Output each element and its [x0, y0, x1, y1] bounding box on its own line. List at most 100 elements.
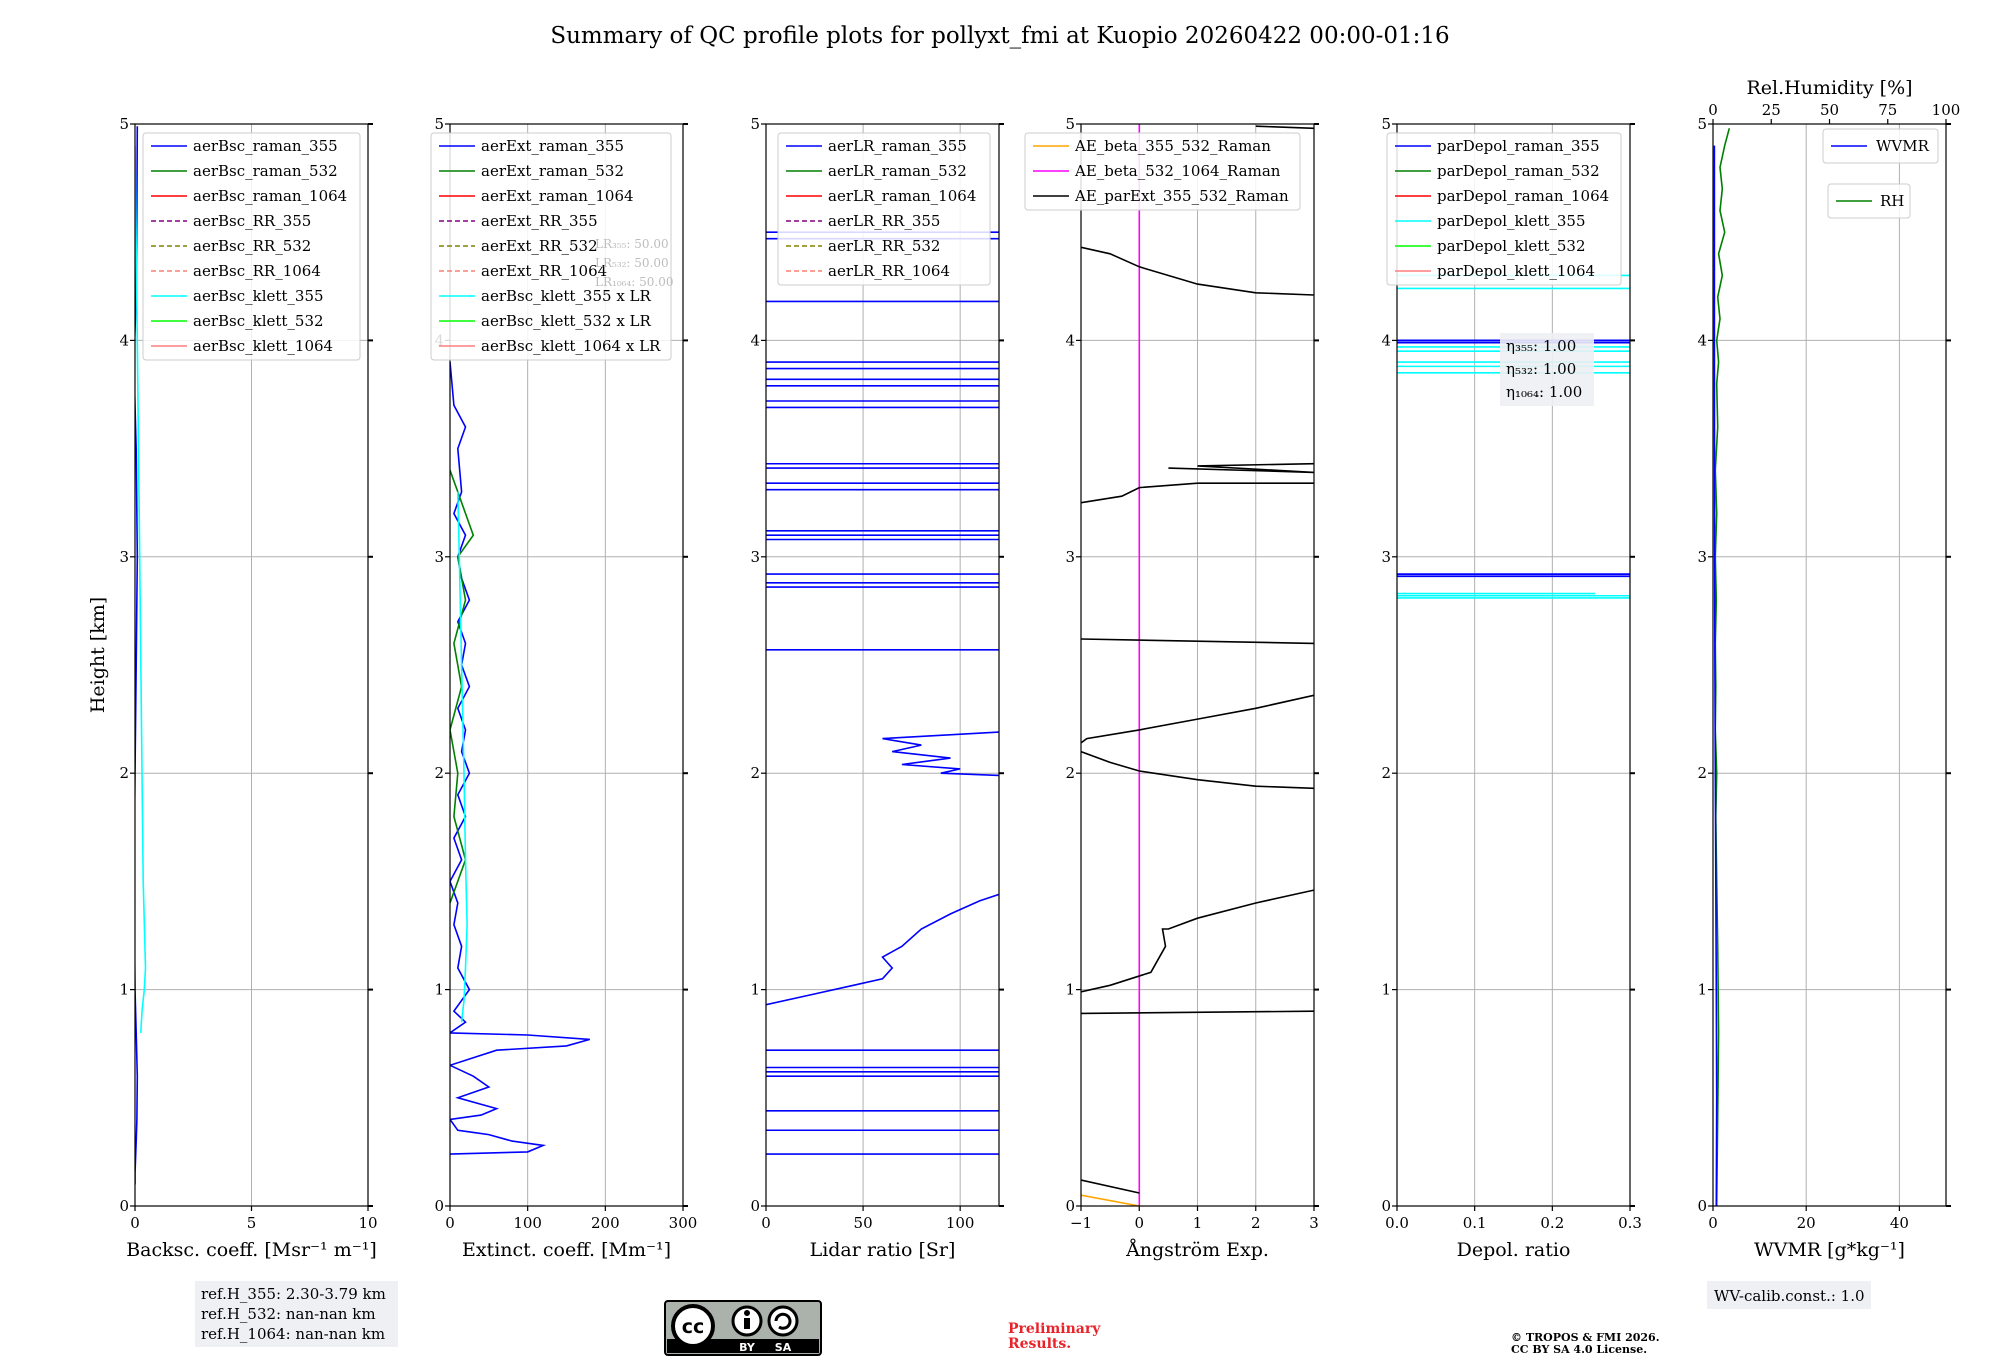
share-alike-icon [767, 1305, 799, 1337]
y-tick-label: 0 [1381, 1197, 1391, 1215]
legend-box [142, 132, 361, 361]
eta-box [1500, 333, 1594, 406]
axes-frame [1712, 123, 1947, 1207]
x-tick-label: 0 [1708, 1214, 1718, 1232]
svg-text:cc: cc [682, 1316, 705, 1338]
legend-label: aerLR_raman_355 [828, 137, 967, 155]
y-tick-label: 4 [119, 331, 129, 349]
legend-label: RH [1880, 192, 1904, 210]
legend-box [430, 132, 672, 361]
legend-label: parDepol_klett_355 [1437, 212, 1586, 230]
cc-license-badge: cc BY SA [664, 1300, 822, 1356]
legend-box [777, 132, 991, 286]
legend-label: aerExt_raman_532 [481, 162, 624, 180]
legend-label: aerExt_raman_1064 [481, 187, 634, 205]
lr-note: LR₁₀₆₄: 50.00 [595, 275, 673, 289]
x-tick-label: 50 [854, 1214, 873, 1232]
series-aerLR_raman_355 [882, 731, 999, 777]
legend-label: aerLR_RR_355 [828, 212, 940, 230]
x-tick-label: 0.2 [1540, 1214, 1564, 1232]
legend-label: parDepol_raman_355 [1437, 137, 1600, 155]
legend-label: aerBsc_klett_1064 [193, 337, 333, 355]
y-tick-label: 5 [119, 115, 129, 133]
x-tick-label: 40 [1890, 1214, 1909, 1232]
y-tick-label: 3 [750, 548, 760, 566]
copyright-line-2: CC BY SA 4.0 License. [1511, 1343, 1647, 1356]
y-tick-label: 0 [434, 1197, 444, 1215]
x-tick-label: 0 [130, 1214, 140, 1232]
legend-label: WVMR [1876, 137, 1930, 155]
plot-area [1713, 128, 1731, 1206]
legend-label: parDepol_klett_532 [1437, 237, 1586, 255]
series-WVMR [1713, 145, 1718, 1206]
plot-area [1397, 274, 1630, 599]
series-AE_parExt_355_532_Raman_f [1081, 638, 1314, 645]
wv-calib-const: WV-calib.const.: 1.0 [1714, 1287, 1865, 1305]
x-tick-label: 0 [1134, 1214, 1144, 1232]
x-tick-label: 300 [669, 1214, 698, 1232]
legend-label: aerExt_RR_1064 [481, 262, 607, 280]
y-tick-label: 0 [119, 1197, 129, 1215]
ref-height-1064: ref.H_1064: nan-nan km [201, 1325, 385, 1343]
y-tick-label: 1 [434, 981, 444, 999]
y-tick-label: 0 [750, 1197, 760, 1215]
y-tick-label: 4 [1381, 331, 1391, 349]
legend-label: aerBsc_klett_532 x LR [481, 312, 652, 330]
x-tick-label: −1 [1070, 1214, 1092, 1232]
x-axis-label: WVMR [g*kg⁻¹] [1754, 1239, 1905, 1261]
x-tick-label: 3 [1309, 1214, 1319, 1232]
y-axis-label: Height [km] [87, 597, 109, 713]
panel-5: 0 1 2 3 4 5 0.0 0.1 0.2 0.3 Depol. ratio parDepol_r… [1381, 115, 1641, 1261]
y-tick-label: 3 [1697, 548, 1707, 566]
x-tick-label: 0.3 [1618, 1214, 1642, 1232]
legend-box [1822, 128, 1939, 164]
legend-label: aerBsc_raman_1064 [193, 187, 347, 205]
legend-label: aerLR_RR_1064 [828, 262, 950, 280]
legend-label: aerExt_RR_355 [481, 212, 598, 230]
plot-area [135, 126, 147, 1185]
axes-frame [765, 123, 1000, 1207]
series-aerBsc_raman_355 [135, 126, 139, 1185]
y-tick-label: 5 [1697, 115, 1707, 133]
series-aerExt_raman_532 [450, 469, 475, 904]
legend-label: AE_parExt_355_532_Raman [1074, 187, 1289, 205]
x-tick-label: 20 [1797, 1214, 1816, 1232]
y-tick-label: 0 [1697, 1197, 1707, 1215]
wv-calib-box: WV-calib.const.: 1.0 [1707, 1281, 1871, 1309]
lr-note: LR₅₃₂: 50.00 [595, 256, 669, 270]
legend-label: aerLR_raman_532 [828, 162, 967, 180]
x-tick-label: 5 [247, 1214, 257, 1232]
legend-label: aerBsc_klett_355 [193, 287, 324, 305]
axes-frame [1396, 123, 1631, 1207]
panel-2: 0123450100200300Extinct. coeff. [Mm⁻¹]ae… [430, 115, 698, 1261]
y-tick-label: 5 [1381, 115, 1391, 133]
series-AE_beta_355_532_Raman [1081, 1194, 1140, 1206]
legend-label: aerBsc_RR_532 [193, 237, 311, 255]
y-tick-label: 2 [434, 764, 444, 782]
cc-by-label: BY [739, 1341, 756, 1354]
x-axis-label: Depol. ratio [1457, 1239, 1571, 1261]
y-tick-label: 3 [434, 548, 444, 566]
x-tick-label: 0 [445, 1214, 455, 1232]
top-axis-label: Rel.Humidity [%] [1746, 77, 1912, 99]
legend-label: parDepol_klett_1064 [1437, 262, 1595, 280]
x-axis-label: Ångström Exp. [1125, 1239, 1269, 1261]
series-aerBsc_klett_355 [135, 145, 147, 1033]
y-tick-label: 3 [1065, 548, 1075, 566]
y-tick-label: 3 [1381, 548, 1391, 566]
y-tick-label: 4 [750, 331, 760, 349]
x-tick-label: 0.1 [1463, 1214, 1487, 1232]
x-tick-label: 100 [513, 1214, 542, 1232]
copyright-line-1: © TROPOS & FMI 2026. [1511, 1331, 1660, 1344]
series-AE_parExt_355_532_Raman_c [1081, 889, 1314, 993]
lr-note: LR₃₅₅: 50.00 [595, 237, 669, 251]
x-tick-label: 100 [946, 1214, 975, 1232]
top-x-tick-label: 50 [1820, 101, 1839, 119]
legend-label: aerBsc_klett_532 [193, 312, 324, 330]
x-axis-label: Backsc. coeff. [Msr⁻¹ m⁻¹] [126, 1239, 377, 1261]
ref-height-355: ref.H_355: 2.30-3.79 km [201, 1285, 386, 1303]
series-aerBsc_klett_355 x LR [457, 491, 468, 1023]
legend-label: aerExt_RR_532 [481, 237, 598, 255]
